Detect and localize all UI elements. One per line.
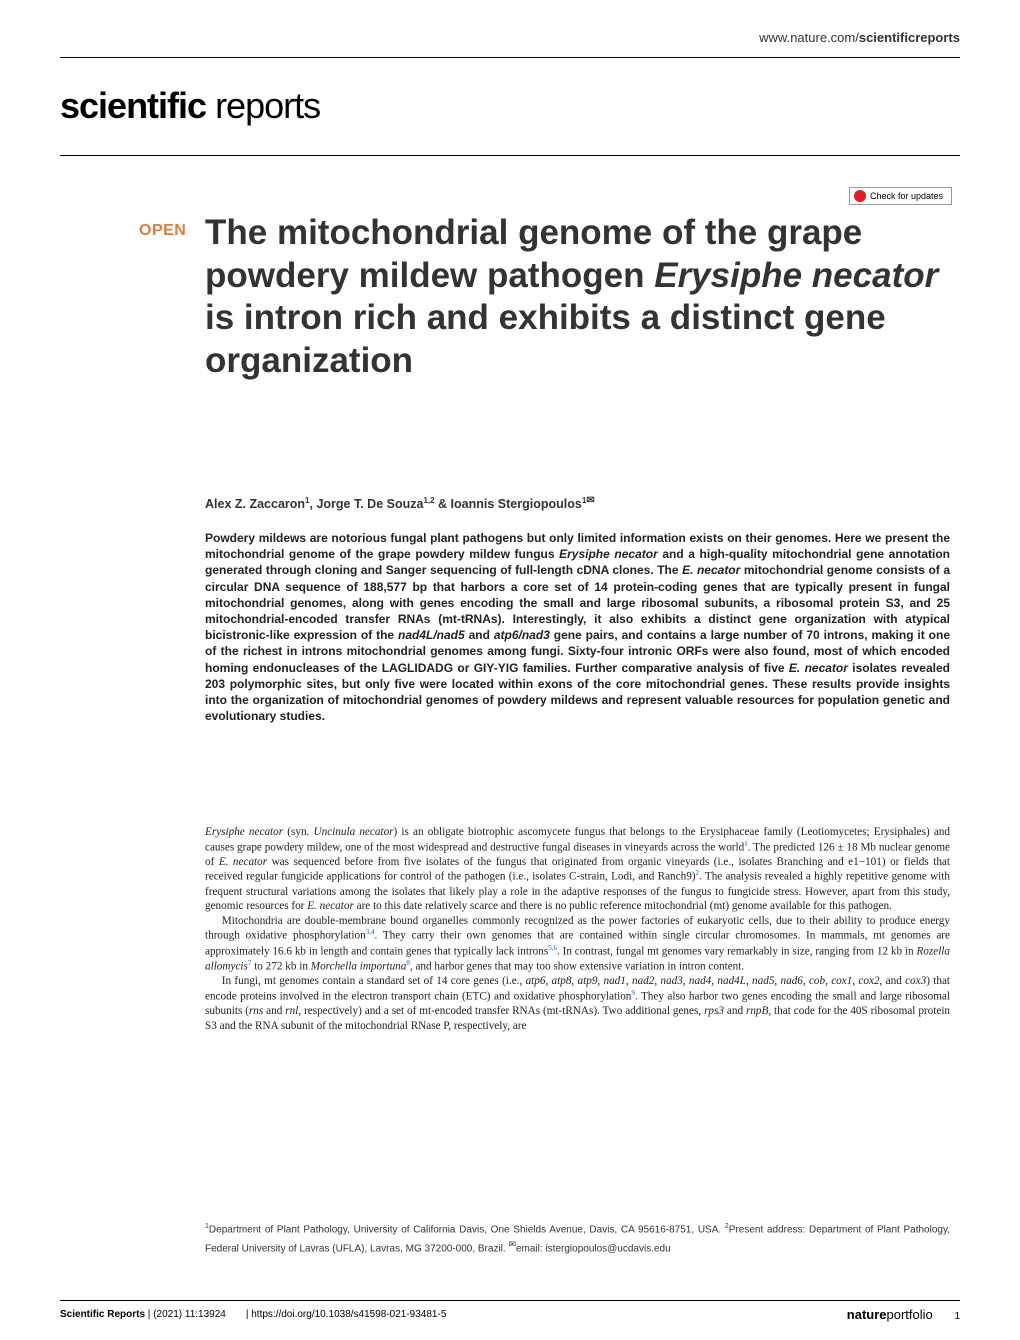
author-3: Ioannis Stergiopoulos xyxy=(451,497,582,511)
crossmark-icon xyxy=(854,190,866,202)
footer-sep1: | xyxy=(145,1309,153,1320)
author-list: Alex Z. Zaccaron1, Jorge T. De Souza1,2 … xyxy=(205,495,950,511)
footer: Scientific Reports | (2021) 11:13924 | h… xyxy=(60,1300,960,1322)
b3h: and xyxy=(263,1005,285,1017)
url-prefix: www.nature.com/ xyxy=(759,30,859,45)
footer-citation: (2021) 11:13924 xyxy=(153,1309,226,1320)
ref-56[interactable]: 5,6 xyxy=(548,944,557,952)
b2c: . In contrast, fungal mt genomes vary re… xyxy=(557,945,916,957)
corresponding-icon: ✉ xyxy=(586,495,594,506)
portfolio-light: portfolio xyxy=(887,1307,933,1322)
b1a: Erysiphe necator xyxy=(205,826,283,838)
b3a: In fungi, mt genomes contain a standard … xyxy=(222,975,526,987)
body-para-3: In fungi, mt genomes contain a standard … xyxy=(205,974,950,1033)
abs-i2: E. necator xyxy=(682,563,740,577)
body-para-1: Erysiphe necator (syn. Uncinula necator)… xyxy=(205,825,950,914)
b3c: and xyxy=(882,975,905,987)
body-text: Erysiphe necator (syn. Uncinula necator)… xyxy=(205,825,950,1033)
b1f: E. necator xyxy=(219,856,267,868)
amp: & xyxy=(435,497,451,511)
article-title: The mitochondrial genome of the grape po… xyxy=(205,212,950,383)
b1j: are to this date relatively scarce and t… xyxy=(354,900,892,912)
journal-logo: scientific reports xyxy=(60,85,320,127)
body-para-2: Mitochondria are double-membrane bound o… xyxy=(205,914,950,974)
author-2-aff: 1,2 xyxy=(423,496,434,505)
b2g: , and harbor genes that may too show ext… xyxy=(410,961,744,973)
b1c: Uncinula necator xyxy=(314,826,394,838)
divider-top xyxy=(60,57,960,58)
b2f: Morchella importuna xyxy=(311,961,407,973)
title-part2: is intron rich and exhibits a distinct g… xyxy=(205,298,886,380)
portfolio-bold: nature xyxy=(847,1307,887,1322)
corresponding-email: email: istergiopoulos@ucdavis.edu xyxy=(516,1243,671,1254)
abs-i4: atp6/nad3 xyxy=(494,628,550,642)
envelope-icon: ✉ xyxy=(508,1239,516,1249)
b3g: rns xyxy=(249,1005,263,1017)
footer-portfolio: natureportfolio 1 xyxy=(847,1307,960,1322)
b3b: atp6, atp8, atp9, nad1, nad2, nad3, nad4… xyxy=(526,975,883,987)
title-italic: Erysiphe necator xyxy=(654,256,938,295)
b3d: cox3 xyxy=(905,975,926,987)
check-updates-label: Check for updates xyxy=(870,191,943,201)
abstract: Powdery mildews are notorious fungal pla… xyxy=(205,530,950,724)
abs-i1: Erysiphe necator xyxy=(559,547,658,561)
logo-light: reports xyxy=(206,85,320,126)
b1i: E. necator xyxy=(307,900,354,912)
open-access-badge: OPEN xyxy=(139,222,186,240)
footer-journal: Scientific Reports xyxy=(60,1309,145,1320)
divider-below-logo xyxy=(60,155,960,156)
affiliations: 1Department of Plant Pathology, Universi… xyxy=(205,1222,950,1257)
b3k: rps3 xyxy=(704,1005,724,1017)
author-1: Alex Z. Zaccaron xyxy=(205,497,305,511)
page-number: 1 xyxy=(954,1311,960,1322)
b2e: to 272 kb in xyxy=(251,961,310,973)
abs-t4: and xyxy=(465,628,494,642)
abs-i5: E. necator xyxy=(789,661,848,675)
abs-i3: nad4L/nad5 xyxy=(398,628,465,642)
header-url: www.nature.com/scientificreports xyxy=(759,30,960,45)
b3l: and xyxy=(724,1005,746,1017)
b1b: (syn. xyxy=(283,826,313,838)
b3i: rnl xyxy=(285,1005,298,1017)
url-bold: scientificreports xyxy=(859,30,960,45)
check-updates-button[interactable]: Check for updates xyxy=(849,187,952,205)
logo-bold: scientific xyxy=(60,85,206,126)
author-1-aff: 1 xyxy=(305,496,309,505)
footer-left: Scientific Reports | (2021) 11:13924 | h… xyxy=(60,1309,446,1320)
aff-1: Department of Plant Pathology, Universit… xyxy=(209,1224,725,1235)
b3j: , respectively) and a set of mt-encoded … xyxy=(298,1005,704,1017)
b3m: rnpB xyxy=(746,1005,768,1017)
footer-doi[interactable]: https://doi.org/10.1038/s41598-021-93481… xyxy=(251,1309,446,1320)
author-2: Jorge T. De Souza xyxy=(316,497,423,511)
